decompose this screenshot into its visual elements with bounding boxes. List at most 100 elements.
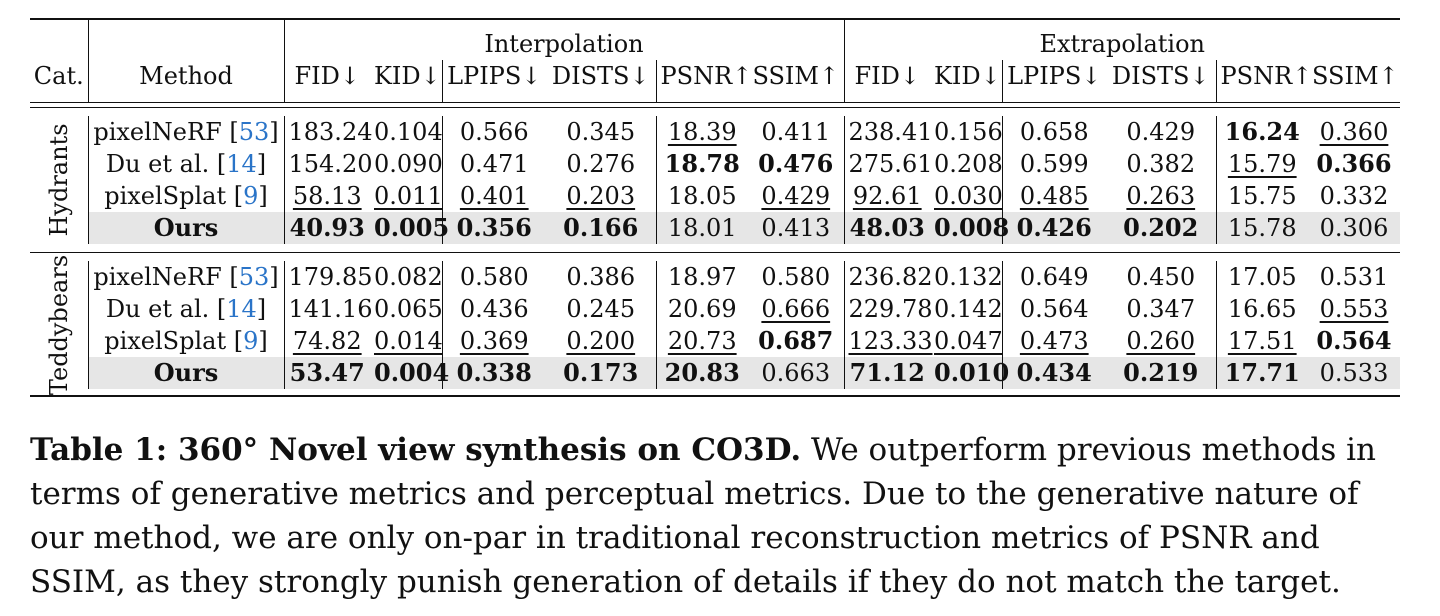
metric-value-text: 0.173 <box>563 358 639 387</box>
metric-value: 15.78 <box>1215 212 1308 244</box>
table-row: Teddybears pixelNeRF [53] 179.85 0.082 0.580… <box>30 255 1400 395</box>
method-cell: pixelSplat [9] <box>87 180 284 212</box>
metric-value-text: 0.065 <box>374 295 443 323</box>
metric-value-text: 15.75 <box>1227 182 1297 210</box>
metric-value-text: 18.01 <box>667 214 737 242</box>
metric-value: 0.473 <box>1001 325 1106 357</box>
metric-value-text: 141.16 <box>288 295 373 323</box>
metric-value-text: 0.338 <box>456 358 532 387</box>
header-metric: KID↓ <box>934 62 1001 90</box>
metric-value: 0.649 <box>1001 261 1106 293</box>
method-name: Ours <box>153 213 219 242</box>
metric-value: 0.090 <box>370 148 443 180</box>
header-metric: PSNR↑ <box>655 60 752 92</box>
metric-value-text: 18.05 <box>667 182 737 210</box>
metric-value-text: 40.93 <box>289 213 365 242</box>
method-name: pixelSplat <box>104 182 227 210</box>
metric-value-text: 0.413 <box>761 214 831 242</box>
table-row: Ours 53.47 0.004 0.338 0.173 20.83 0.663 71.12 0… <box>30 357 1401 389</box>
header-metric: SSIM↑ <box>1312 62 1399 90</box>
metric-value-text: 0.434 <box>1016 358 1092 387</box>
metric-value: 17.51 <box>1215 325 1308 357</box>
citation-link[interactable]: 14 <box>226 150 257 178</box>
metric-value: 0.429 <box>748 180 844 212</box>
metric-value-text: 17.51 <box>1227 327 1297 355</box>
metric-header-row: Cat. Method FID↓ KID↓ LPIPS↓ DISTS↓ PSNR… <box>30 60 1400 92</box>
metric-value: 0.553 <box>1308 293 1400 325</box>
header-metric: SSIM↑ <box>752 62 840 90</box>
metric-value-text: 53.47 <box>289 358 365 387</box>
metric-value-text: 0.030 <box>934 182 1003 210</box>
citation-link[interactable]: 9 <box>243 182 259 210</box>
metric-value: 0.476 <box>748 148 844 180</box>
metric-value: 0.369 <box>441 325 546 357</box>
citation-link[interactable]: 9 <box>243 327 259 355</box>
metric-value-text: 16.24 <box>1224 117 1300 146</box>
metric-value-text: 0.004 <box>374 358 450 387</box>
metric-value: 0.014 <box>370 325 443 357</box>
header-cat: Cat. <box>33 62 84 90</box>
metric-value: 0.082 <box>370 261 443 293</box>
metric-value: 0.436 <box>441 293 546 325</box>
metric-value: 0.580 <box>441 261 546 293</box>
category-label: Teddybears <box>44 254 73 396</box>
citation-link[interactable]: 14 <box>226 295 257 323</box>
metric-value-text: 0.263 <box>1126 182 1196 210</box>
metric-value: 0.566 <box>441 116 546 148</box>
category-cell: Hydrants <box>30 116 88 244</box>
metric-value: 0.356 <box>441 212 546 244</box>
metric-value: 17.71 <box>1215 357 1308 389</box>
metric-value-text: 179.85 <box>288 263 373 291</box>
metric-value: 18.39 <box>655 116 748 148</box>
metric-value-text: 0.082 <box>374 263 443 291</box>
metric-value: 0.202 <box>1106 212 1216 244</box>
metric-value-text: 123.33 <box>848 327 933 355</box>
metric-value: 71.12 <box>843 357 930 389</box>
metric-value: 0.599 <box>1001 148 1106 180</box>
metric-value: 0.260 <box>1106 325 1216 357</box>
metric-value-text: 0.566 <box>459 118 529 146</box>
table-caption: Table 1: 360° Novel view synthesis on CO… <box>30 428 1410 604</box>
citation-link[interactable]: 53 <box>238 118 270 146</box>
metric-value: 92.61 <box>843 180 930 212</box>
method-cell: Ours <box>87 357 284 389</box>
metric-value-text: 18.97 <box>667 263 737 291</box>
metric-value: 154.20 <box>283 148 372 180</box>
metric-value-text: 0.132 <box>934 263 1003 291</box>
metric-value: 0.564 <box>1001 293 1106 325</box>
method-name: pixelNeRF <box>93 118 222 146</box>
metric-value: 123.33 <box>843 325 933 357</box>
metric-value: 58.13 <box>283 180 370 212</box>
metric-value: 229.78 <box>843 293 933 325</box>
metric-value-text: 0.360 <box>1319 118 1389 146</box>
metric-value: 40.93 <box>283 212 370 244</box>
metric-value: 18.05 <box>655 180 748 212</box>
metric-value: 53.47 <box>283 357 370 389</box>
metric-value: 0.360 <box>1308 116 1400 148</box>
metric-value: 0.030 <box>930 180 1003 212</box>
metric-value-text: 17.71 <box>1224 358 1300 387</box>
metric-value: 0.366 <box>1308 148 1400 180</box>
metric-value: 0.219 <box>1106 357 1216 389</box>
metric-value: 17.05 <box>1215 261 1308 293</box>
table-row: Ours 40.93 0.005 0.356 0.166 18.01 0.413 48.03 0… <box>30 212 1401 244</box>
metric-value-text: 0.345 <box>566 118 636 146</box>
metric-value: 20.73 <box>655 325 748 357</box>
results-table-container: Interpolation Extrapolation Cat. Method … <box>30 18 1401 397</box>
metric-value: 0.173 <box>546 357 656 389</box>
metric-value-text: 0.533 <box>1319 359 1389 387</box>
metric-value: 0.338 <box>441 357 546 389</box>
metric-value-text: 229.78 <box>848 295 933 323</box>
method-name: Ours <box>153 358 219 387</box>
metric-value: 0.010 <box>930 357 1009 389</box>
citation-link[interactable]: 53 <box>238 263 270 291</box>
metric-value: 0.004 <box>370 357 449 389</box>
metric-value-text: 16.65 <box>1227 295 1297 323</box>
metric-value-text: 0.666 <box>761 295 831 323</box>
metric-value-text: 0.202 <box>1123 213 1199 242</box>
metric-value: 0.347 <box>1106 293 1216 325</box>
metric-value-text: 0.386 <box>566 263 636 291</box>
method-name: Du et al. <box>105 295 210 323</box>
metric-value-text: 20.69 <box>667 295 737 323</box>
metric-value: 0.132 <box>930 261 1003 293</box>
